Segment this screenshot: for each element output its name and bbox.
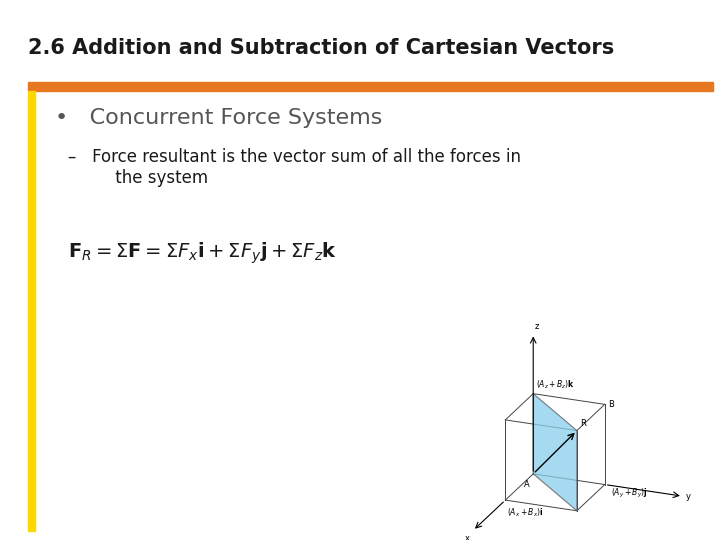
Text: •   Concurrent Force Systems: • Concurrent Force Systems: [55, 108, 382, 128]
Text: y: y: [686, 492, 691, 501]
Text: $(A_z + B_z)\mathbf{k}$: $(A_z + B_z)\mathbf{k}$: [536, 379, 575, 391]
Bar: [28, 82, 713, 91]
Polygon shape: [534, 394, 577, 511]
Text: 2.6 Addition and Subtraction of Cartesian Vectors: 2.6 Addition and Subtraction of Cartesia…: [28, 38, 614, 58]
Text: z: z: [535, 322, 539, 331]
Text: $(A_y + B_y)\mathbf{j}$: $(A_y + B_y)\mathbf{j}$: [611, 487, 647, 500]
Text: x: x: [465, 535, 469, 540]
Text: B: B: [608, 400, 613, 409]
Text: –   Force resultant is the vector sum of all the forces in
         the system: – Force resultant is the vector sum of a…: [68, 148, 521, 187]
Text: A: A: [524, 480, 530, 489]
Text: $\mathbf{F}_R = \Sigma\mathbf{F} = \Sigma F_x\mathbf{i} + \Sigma F_y\mathbf{j} +: $\mathbf{F}_R = \Sigma\mathbf{F} = \Sigm…: [68, 240, 337, 266]
Text: $(A_x + B_x)\mathbf{i}$: $(A_x + B_x)\mathbf{i}$: [507, 506, 544, 518]
Bar: [28, 91, 35, 531]
Text: R: R: [580, 419, 586, 428]
